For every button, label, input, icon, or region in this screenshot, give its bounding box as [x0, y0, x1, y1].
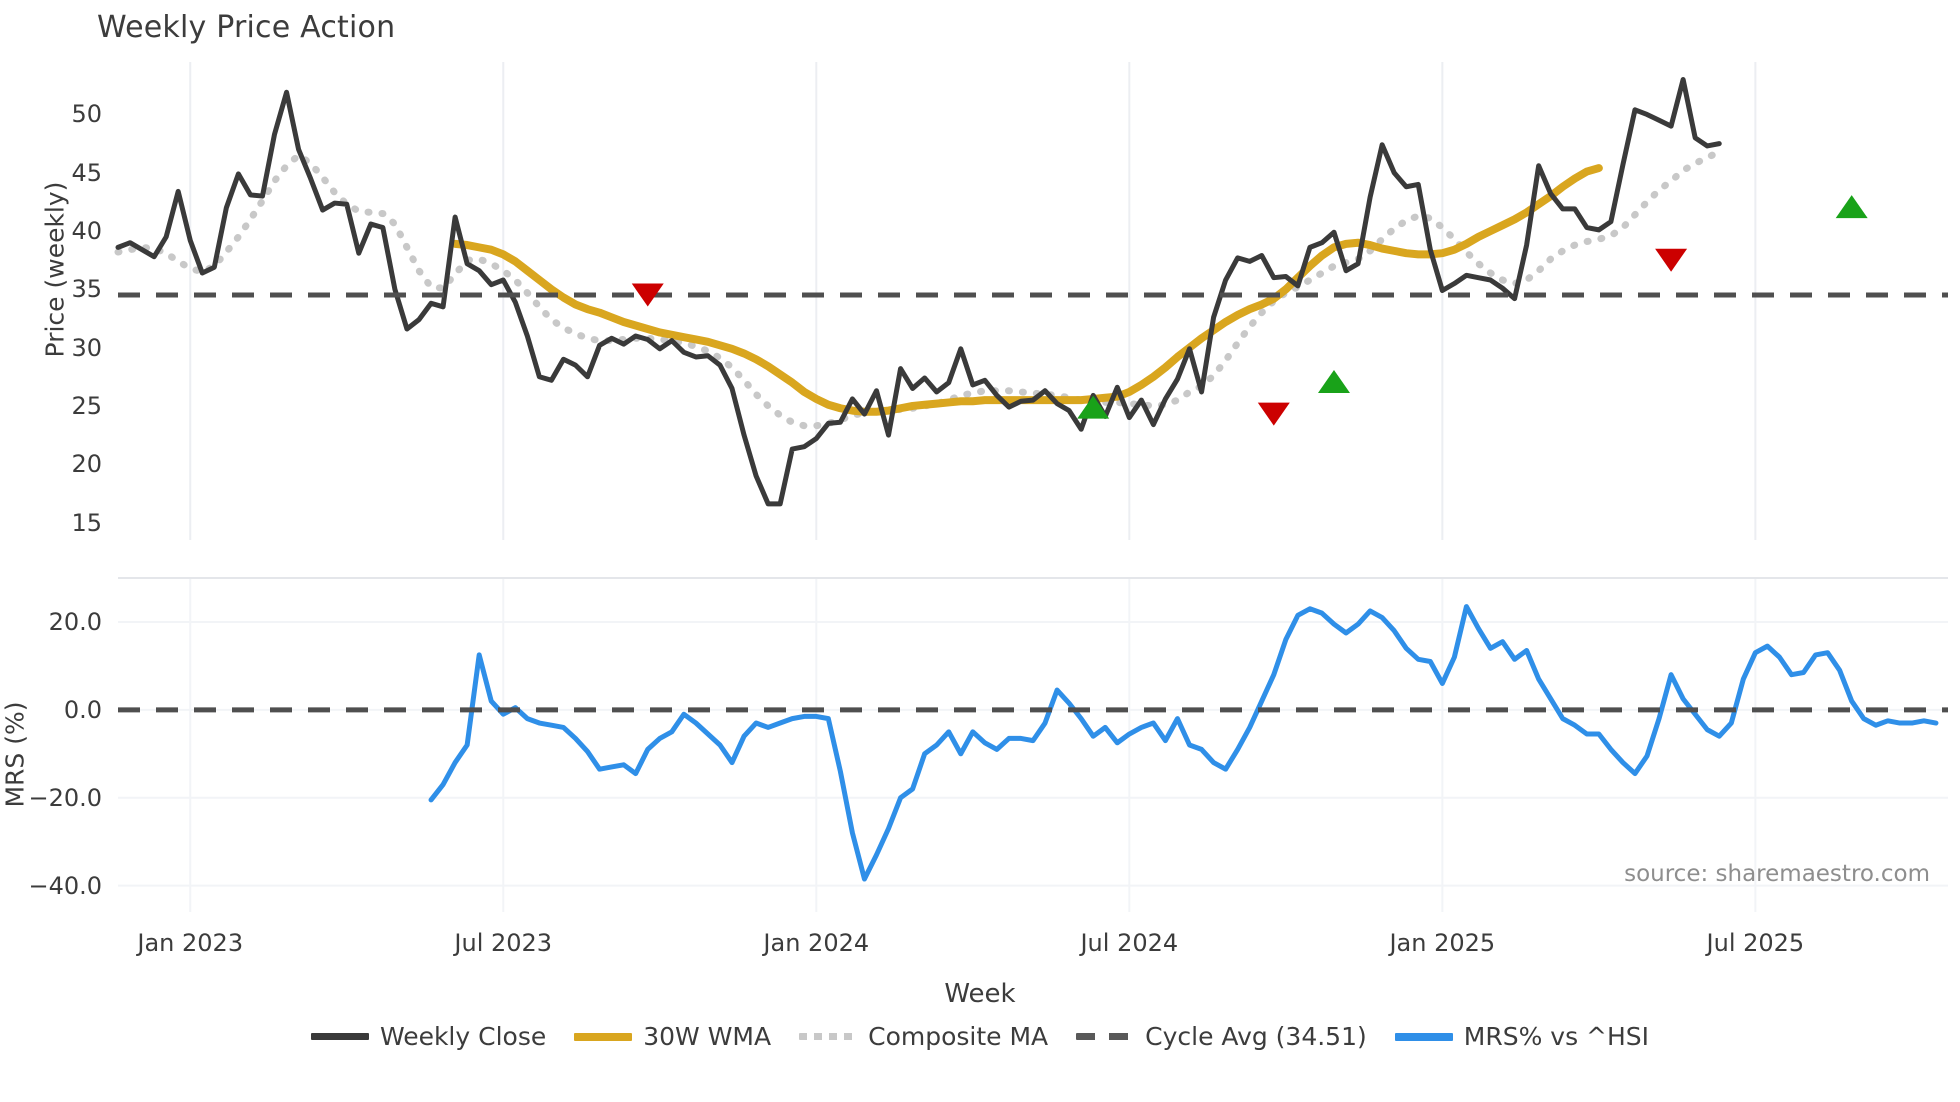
signal-marker-sell-2[interactable]	[1257, 402, 1290, 426]
price-y-tick-5: 40	[71, 217, 102, 246]
price-y-tick-4: 35	[71, 275, 102, 304]
price-y-tick-3: 30	[71, 333, 102, 362]
legend-swatch-1	[574, 1032, 633, 1041]
mrs-y-tick-2: 0.0	[63, 695, 102, 724]
price-y-tick-7: 50	[71, 100, 102, 129]
price-y-tick-2: 25	[71, 391, 102, 420]
legend-item-1[interactable]: 30W WMA	[574, 1022, 771, 1051]
series-line-30w-wma	[451, 164, 1603, 416]
legend-label-0: Weekly Close	[379, 1022, 547, 1051]
legend-item-2[interactable]: Composite MA	[799, 1022, 1048, 1051]
legend-swatch-4	[1394, 1032, 1453, 1041]
signal-marker-buy-5[interactable]	[1835, 195, 1868, 219]
price-y-tick-6: 45	[71, 158, 102, 187]
series-line-composite-ma	[114, 148, 1723, 430]
legend-item-4[interactable]: MRS% vs ^HSI	[1394, 1022, 1650, 1051]
x-tick-5: Jul 2025	[1706, 929, 1805, 957]
x-tick-1: Jul 2023	[454, 929, 553, 957]
signal-marker-buy-3[interactable]	[1317, 369, 1350, 393]
x-tick-3: Jul 2024	[1080, 929, 1179, 957]
legend-label-3: Cycle Avg (34.51)	[1145, 1022, 1367, 1051]
legend-swatch-3	[1076, 1033, 1135, 1040]
signal-marker-sell-4[interactable]	[1655, 248, 1688, 272]
price-y-tick-0: 15	[71, 508, 102, 537]
x-tick-4: Jan 2025	[1389, 929, 1496, 957]
legend-swatch-2	[799, 1033, 858, 1040]
source-watermark: source: sharemaestro.com	[1624, 861, 1930, 887]
x-tick-2: Jan 2024	[763, 929, 870, 957]
signal-marker-sell-0[interactable]	[631, 283, 664, 307]
series-line-weekly-close	[115, 76, 1722, 507]
chart-legend: Weekly Close 30W WMA Composite MA Cycle Avg…	[0, 1022, 1960, 1051]
series-line-mrs-vs-hsi	[428, 604, 1939, 882]
mrs-y-tick-3: 20.0	[48, 607, 102, 636]
x-tick-0: Jan 2023	[137, 929, 244, 957]
legend-item-3[interactable]: Cycle Avg (34.51)	[1076, 1022, 1367, 1051]
legend-swatch-0	[310, 1033, 369, 1040]
legend-item-0[interactable]: Weekly Close	[310, 1022, 547, 1051]
legend-label-2: Composite MA	[868, 1022, 1049, 1051]
signal-marker-buy-1[interactable]	[1077, 395, 1110, 419]
legend-label-1: 30W WMA	[643, 1022, 772, 1051]
mrs-y-tick-1: −20.0	[28, 783, 102, 812]
mrs-y-tick-0: −40.0	[28, 871, 102, 900]
price-y-tick-1: 20	[71, 450, 102, 479]
legend-label-4: MRS% vs ^HSI	[1463, 1022, 1650, 1051]
x-axis-label: Week	[944, 979, 1016, 1009]
chart-title: Weekly Price Action	[97, 10, 396, 45]
